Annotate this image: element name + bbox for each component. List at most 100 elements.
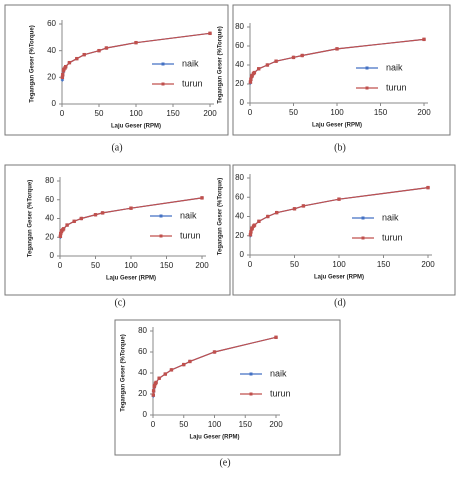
- point: [97, 48, 101, 53]
- y-tick-label: 40: [235, 212, 244, 221]
- caption: (d): [334, 297, 346, 308]
- y-axis-label: Tegangan Geser (%Torque): [30, 25, 36, 102]
- series-line: [152, 336, 277, 396]
- point: [249, 77, 253, 81]
- x-axis-label: Laju Geser (RPM): [111, 124, 161, 130]
- point: [257, 67, 261, 71]
- point: [129, 206, 133, 210]
- caption: (b): [334, 142, 346, 153]
- legend-label: turun: [270, 388, 291, 398]
- point: [152, 383, 157, 388]
- point: [60, 75, 65, 80]
- point: [212, 350, 217, 354]
- point: [67, 60, 72, 65]
- y-tick-label: 0: [52, 99, 57, 108]
- y-tick-label: 60: [235, 192, 244, 201]
- x-tick-label: 50: [95, 109, 104, 118]
- caption: (e): [219, 457, 230, 468]
- x-tick-label: 200: [203, 109, 217, 118]
- x-tick-label: 100: [129, 109, 143, 118]
- point: [93, 213, 98, 217]
- point: [61, 72, 65, 77]
- series-line: [61, 32, 211, 81]
- point: [252, 70, 257, 75]
- x-tick-label: 50: [290, 260, 299, 269]
- point: [291, 55, 296, 60]
- point: [200, 196, 204, 200]
- point: [274, 59, 278, 63]
- y-tick-label: 80: [235, 22, 244, 31]
- point: [208, 31, 212, 36]
- legend-label: naik: [182, 58, 199, 68]
- point: [301, 204, 306, 208]
- x-tick-label: 200: [195, 261, 209, 270]
- x-tick-label: 200: [269, 420, 283, 429]
- y-tick-label: 60: [235, 41, 244, 50]
- x-axis-label: Laju Geser (RPM): [314, 275, 364, 281]
- y-tick-label: 80: [138, 326, 147, 335]
- point: [163, 372, 167, 376]
- legend-label: turun: [382, 232, 403, 242]
- panel-border: [4, 164, 231, 296]
- point: [79, 216, 83, 221]
- x-tick-label: 100: [124, 261, 138, 270]
- point: [100, 211, 105, 215]
- point: [134, 40, 138, 45]
- y-axis-label: Tegangan Geser (%Torque): [121, 334, 127, 411]
- point: [82, 52, 86, 57]
- point: [248, 233, 253, 237]
- legend-marker: [159, 214, 163, 218]
- point: [337, 197, 341, 201]
- legend-label: naik: [382, 212, 399, 222]
- legend-marker: [159, 234, 163, 238]
- x-tick-label: 50: [179, 420, 188, 429]
- point: [426, 185, 430, 190]
- point: [151, 389, 156, 393]
- x-axis-label: Laju Geser (RPM): [189, 435, 239, 441]
- legend-marker: [365, 86, 369, 90]
- legend-label: naik: [180, 210, 197, 220]
- y-tick-label: 40: [47, 46, 56, 55]
- x-tick-label: 50: [91, 261, 100, 270]
- point: [60, 78, 65, 82]
- y-tick-label: 0: [240, 250, 245, 259]
- y-tick-label: 40: [45, 214, 54, 223]
- x-tick-label: 0: [248, 260, 253, 269]
- x-axis-label: Laju Geser (RPM): [312, 123, 362, 129]
- legend-label: naik: [386, 62, 403, 72]
- point: [104, 46, 109, 50]
- y-axis-label: Tegangan Geser (%Torque): [28, 180, 34, 257]
- x-tick-label: 0: [248, 108, 253, 117]
- x-tick-label: 100: [330, 108, 344, 117]
- legend-label: turun: [182, 78, 203, 88]
- point: [300, 53, 304, 58]
- legend-label: turun: [180, 230, 201, 240]
- x-axis-label: Laju Geser (RPM): [106, 276, 156, 282]
- x-tick-label: 150: [160, 261, 174, 270]
- x-tick-label: 0: [151, 420, 156, 429]
- point: [61, 227, 66, 231]
- point: [58, 234, 63, 239]
- point: [169, 368, 174, 372]
- panel-border: [232, 4, 451, 136]
- y-tick-label: 40: [235, 60, 244, 69]
- point: [151, 393, 156, 397]
- x-tick-label: 150: [239, 420, 253, 429]
- caption: (a): [111, 142, 122, 153]
- point: [266, 214, 270, 219]
- y-tick-label: 20: [138, 389, 147, 398]
- legend-label: naik: [270, 368, 287, 378]
- point: [59, 231, 63, 236]
- x-tick-label: 100: [208, 420, 222, 429]
- x-tick-label: 50: [289, 108, 298, 117]
- y-tick-label: 60: [47, 19, 56, 28]
- panel-border: [4, 4, 229, 136]
- point: [72, 219, 76, 224]
- point: [64, 64, 68, 69]
- point: [188, 359, 192, 364]
- y-tick-label: 40: [138, 368, 147, 377]
- x-tick-label: 150: [377, 260, 391, 269]
- x-tick-label: 100: [332, 260, 346, 269]
- point: [292, 207, 297, 211]
